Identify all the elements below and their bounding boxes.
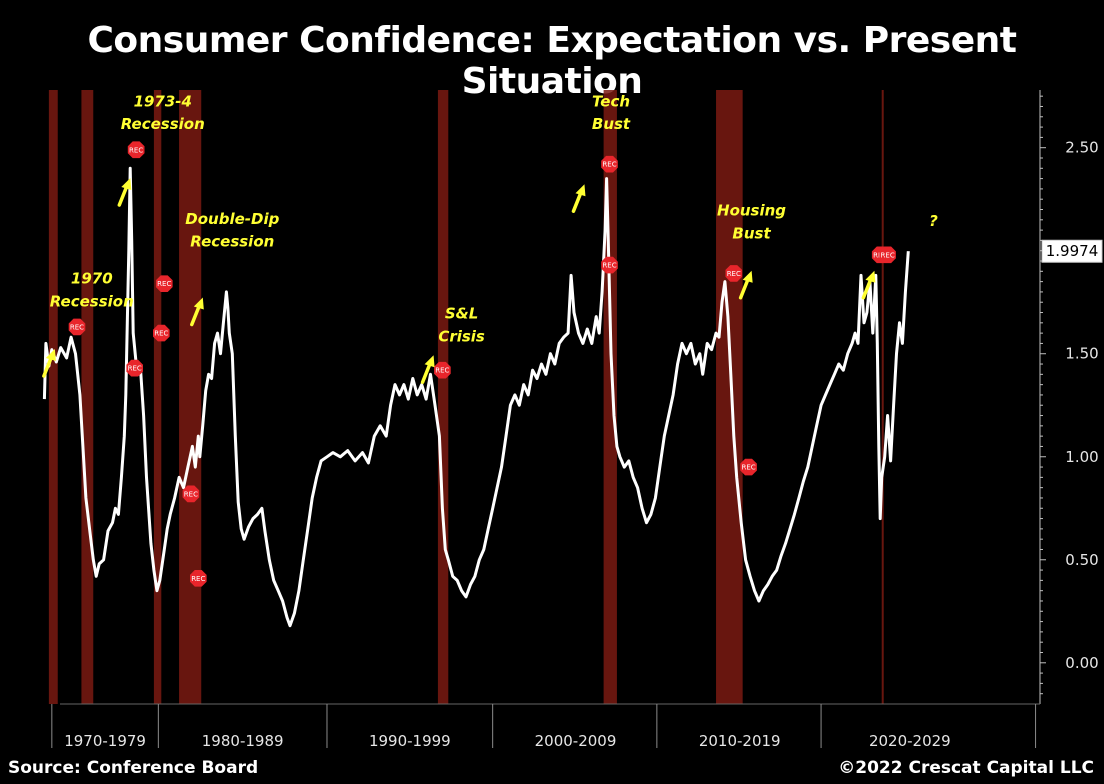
annotation-label: Recession [190,233,274,251]
rec-marker [68,318,86,336]
annotation-label: 1973-4 [134,92,192,110]
rec-marker-label: REC [435,367,449,375]
rec-marker [601,155,618,173]
rec-marker [725,265,743,282]
rec-marker-label: REC [157,280,171,288]
up-arrow-icon [190,297,204,327]
decade-label: 2020-2029 [869,732,951,750]
annotation-label: 1970 [71,270,113,288]
decade-label: 2000-2009 [535,732,617,750]
rec-marker [182,485,200,503]
rec-marker-label: REC [128,365,142,373]
series-line-layer [42,166,910,628]
up-arrow-head [45,349,56,362]
annotation-label: Housing [717,202,786,220]
rec-marker [434,361,451,379]
decade-label: 2010-2019 [699,732,781,750]
rec-marker-label: REC [602,161,616,169]
rec-marker [879,246,896,264]
recession-band [153,90,162,704]
up-arrow-head [575,184,586,197]
question-mark-annotation: ? [929,212,938,230]
rec-marker [153,324,170,342]
up-arrow-head [424,355,435,368]
up-arrow-head [742,270,753,283]
up-arrow-icon [861,270,876,300]
decade-label: 1980-1989 [202,732,284,750]
annotations: 1970 Recession 1973-4 Recession Double-Dip Re… [42,92,938,384]
up-arrow-head [121,178,132,191]
annotation-label: Bust [732,224,771,242]
y-tick-label: 1.50 [1065,345,1098,363]
annotation-label: Recession [121,115,205,133]
recession-band [48,90,58,704]
recession-band [179,90,202,704]
recession-band [716,90,743,704]
y-tick-label: 0.00 [1065,654,1098,672]
annotation-label: Bust [592,115,631,133]
y-tick-label: 0.50 [1065,551,1098,569]
y-tick-label: 1.00 [1065,448,1098,466]
rec-marker-label: REC [70,323,84,331]
rec-marker [155,275,173,292]
up-arrow-icon [738,270,753,300]
rec-marker-label: REC [154,330,168,338]
recession-band [81,90,94,704]
decade-axis: 1970-1979 1980-1989 1990-1999 2000-2009 2010… [51,703,1040,750]
recession-band [437,90,449,704]
up-arrow-icon [571,184,586,213]
axes: 2.502.001.501.000.500.001.9974 [1039,90,1103,704]
series-line [42,166,910,628]
last-value-label: 1.9974 [1046,242,1099,260]
rec-marker [190,570,207,587]
annotation-label: Crisis [438,327,485,345]
rec-marker-label: REC [602,262,616,270]
source-note: Source: Conference Board [8,758,259,778]
rec-marker [127,141,145,159]
up-arrow-head [865,270,876,283]
up-arrow-icon [42,349,56,378]
chart-title: Consumer Confidence: Expectation vs. Pre… [87,20,1017,102]
last-value-badge [1041,239,1103,263]
up-arrow-icon [420,355,435,384]
copyright-note: ©2022 Crescat Capital LLC [838,758,1094,778]
decade-label: 1990-1999 [369,732,451,750]
rec-marker [126,359,143,377]
up-arrow-icon [117,178,132,207]
y-tick-label: 2.50 [1065,139,1098,157]
rec-marker-label: REC [191,575,205,583]
up-arrow-head [193,297,204,310]
recession-markers: REC REC REC REC REC REC REC REC REC REC REC REC REC R… [68,141,896,587]
rec-marker-label: REC [727,270,741,278]
annotation-label: S&L [445,305,478,323]
rec-marker [740,458,757,476]
annotation-label: Recession [50,292,134,310]
rec-marker-label: REC [184,490,198,498]
annotation-label: Double-Dip [185,210,279,228]
decade-label: 1970-1979 [64,732,146,750]
rec-marker [601,256,618,274]
annotation-label: Tech [592,92,630,110]
rec-marker-label: REC [881,251,895,259]
recession-band [881,90,884,704]
recession-bands [48,90,884,704]
rec-marker-label: REC [129,146,143,154]
rec-marker-label: REC [741,464,755,472]
